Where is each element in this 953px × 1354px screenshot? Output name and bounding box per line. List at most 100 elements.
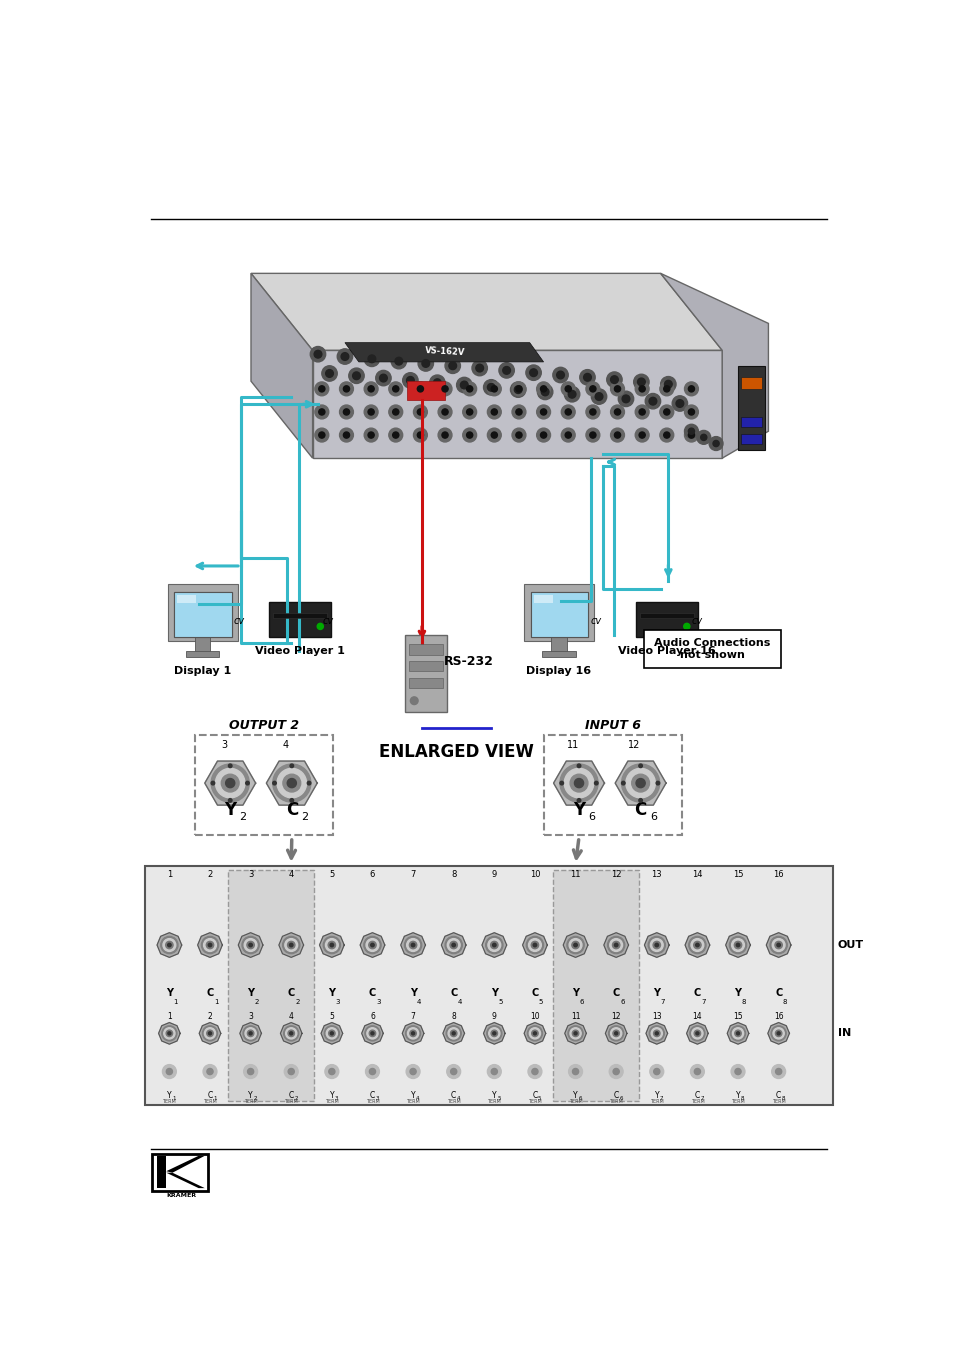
Circle shape [318, 432, 325, 439]
Circle shape [407, 1028, 418, 1039]
Circle shape [450, 941, 456, 949]
Circle shape [287, 941, 294, 949]
Circle shape [572, 1068, 578, 1075]
Circle shape [317, 623, 323, 630]
Circle shape [537, 382, 550, 395]
Circle shape [694, 1030, 700, 1037]
Circle shape [574, 779, 583, 788]
Circle shape [369, 941, 375, 949]
Circle shape [441, 386, 448, 391]
Circle shape [441, 432, 448, 439]
Text: 6: 6 [649, 811, 657, 822]
Text: TERM: TERM [203, 1099, 216, 1105]
Circle shape [732, 1028, 742, 1039]
Bar [152, 1154, 208, 1192]
Circle shape [487, 382, 500, 395]
Circle shape [614, 432, 620, 439]
Circle shape [769, 937, 786, 953]
Circle shape [285, 938, 297, 952]
Text: 15: 15 [732, 871, 742, 879]
Circle shape [639, 799, 641, 802]
Polygon shape [659, 274, 767, 458]
Text: 12: 12 [628, 741, 640, 750]
Circle shape [585, 382, 599, 395]
Circle shape [591, 389, 606, 405]
Circle shape [395, 357, 402, 366]
Text: KRAMER: KRAMER [167, 1193, 196, 1198]
Circle shape [552, 367, 568, 383]
Text: 11: 11 [566, 741, 578, 750]
Text: Video Player 16: Video Player 16 [618, 646, 715, 657]
Circle shape [659, 382, 673, 395]
Circle shape [659, 376, 676, 391]
Circle shape [247, 1030, 253, 1037]
Text: 2: 2 [207, 871, 213, 879]
Circle shape [290, 1032, 293, 1034]
Circle shape [204, 1028, 215, 1039]
Circle shape [526, 937, 543, 953]
Circle shape [583, 374, 591, 382]
Circle shape [533, 1032, 536, 1034]
Circle shape [635, 428, 648, 441]
Circle shape [413, 428, 427, 441]
Circle shape [776, 944, 780, 946]
Circle shape [614, 386, 620, 391]
Circle shape [564, 432, 571, 439]
Circle shape [650, 938, 662, 952]
Circle shape [310, 347, 325, 362]
Circle shape [411, 1032, 415, 1034]
Text: 4: 4 [416, 999, 421, 1005]
Circle shape [572, 1030, 578, 1037]
Text: TERM: TERM [609, 1099, 622, 1105]
Circle shape [402, 372, 417, 389]
Text: C: C [634, 800, 646, 819]
Circle shape [531, 1068, 537, 1075]
Text: 8: 8 [740, 1095, 744, 1101]
Text: C: C [369, 988, 375, 998]
Circle shape [364, 351, 379, 367]
Circle shape [777, 1032, 780, 1034]
Circle shape [695, 1032, 699, 1034]
Bar [409, 661, 443, 672]
Circle shape [512, 382, 525, 395]
Circle shape [568, 390, 576, 398]
Text: Y: Y [572, 988, 578, 998]
Circle shape [247, 1068, 253, 1075]
Text: Y: Y [411, 1091, 415, 1101]
Circle shape [487, 1064, 500, 1079]
Circle shape [249, 944, 253, 946]
Circle shape [639, 764, 641, 768]
Circle shape [487, 938, 500, 952]
Circle shape [490, 941, 497, 949]
Circle shape [491, 432, 497, 439]
Circle shape [614, 409, 620, 416]
Bar [228, 871, 314, 1101]
Circle shape [289, 944, 293, 946]
Circle shape [211, 764, 249, 802]
Circle shape [325, 1064, 338, 1079]
Polygon shape [767, 1022, 788, 1044]
Circle shape [644, 394, 659, 409]
Circle shape [540, 389, 548, 395]
Circle shape [770, 1026, 785, 1041]
Text: 5: 5 [329, 871, 335, 879]
Circle shape [364, 428, 377, 441]
Polygon shape [238, 933, 263, 957]
Circle shape [734, 1068, 740, 1075]
Circle shape [168, 1032, 171, 1034]
Circle shape [318, 386, 325, 391]
Circle shape [577, 799, 580, 802]
Circle shape [369, 1068, 375, 1075]
Circle shape [449, 362, 456, 370]
Circle shape [664, 380, 672, 389]
Circle shape [491, 1068, 497, 1075]
Bar [274, 613, 327, 617]
Circle shape [569, 1028, 580, 1039]
Circle shape [635, 382, 648, 395]
Circle shape [221, 774, 239, 792]
Circle shape [653, 1068, 659, 1075]
Circle shape [708, 436, 722, 451]
Circle shape [487, 383, 495, 391]
Circle shape [560, 382, 575, 395]
Circle shape [775, 1068, 781, 1075]
